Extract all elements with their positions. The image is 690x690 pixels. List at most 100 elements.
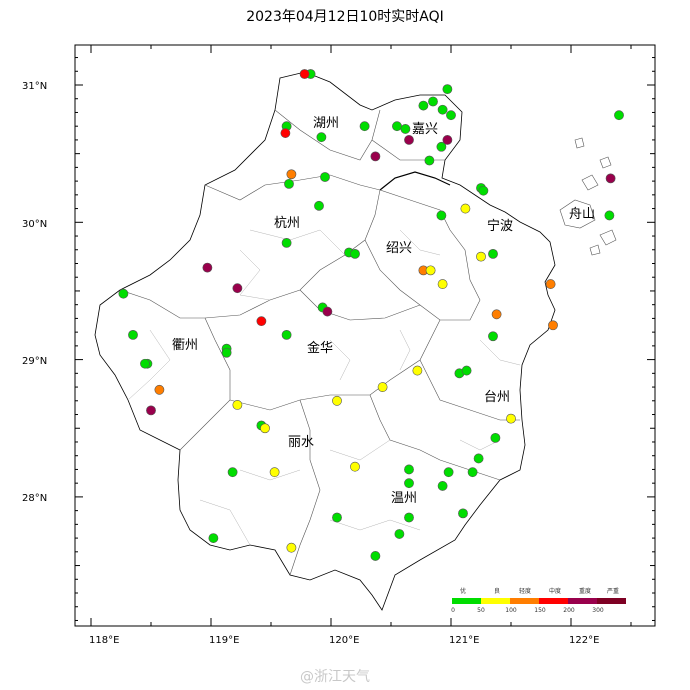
city-label-quzhou: 衢州 bbox=[172, 338, 198, 353]
station-marker bbox=[404, 135, 414, 145]
lon-labels: 118°E 119°E 120°E 121°E 122°E bbox=[89, 635, 599, 646]
station-marker bbox=[227, 467, 238, 478]
station-marker bbox=[370, 151, 381, 162]
station-marker bbox=[281, 329, 292, 340]
legend-cat-moderate: 中度 bbox=[549, 587, 561, 595]
city-label-huzhou: 湖州 bbox=[313, 116, 339, 131]
lon-label-122: 122°E bbox=[569, 635, 599, 646]
legend-swatch bbox=[597, 598, 626, 604]
station-marker bbox=[332, 395, 342, 406]
weibo-watermark: @浙江天气 bbox=[300, 669, 370, 685]
station-marker bbox=[437, 481, 448, 491]
station-marker bbox=[221, 347, 232, 358]
lon-label-120: 120°E bbox=[329, 635, 359, 646]
station-marker bbox=[394, 529, 405, 539]
legend-swatch bbox=[510, 598, 539, 604]
station-marker bbox=[118, 288, 129, 299]
hangzhou-bay-coast bbox=[379, 171, 451, 191]
station-marker bbox=[316, 132, 327, 143]
station-marker bbox=[604, 210, 615, 221]
station-marker bbox=[437, 104, 448, 115]
lon-label-119: 119°E bbox=[209, 635, 239, 646]
station-marker bbox=[490, 432, 501, 443]
province-boundaries bbox=[94, 71, 617, 611]
station-marker bbox=[476, 251, 486, 262]
station-marker bbox=[232, 283, 243, 294]
station-marker bbox=[350, 248, 360, 259]
station-marker bbox=[269, 467, 280, 478]
city-label-lishui: 丽水 bbox=[288, 435, 314, 450]
station-marker bbox=[284, 178, 294, 189]
map-title: 2023年04月12日10时实时AQI bbox=[246, 9, 444, 25]
station-marker bbox=[350, 461, 360, 472]
legend-cat-excellent: 优 bbox=[460, 587, 466, 595]
city-label-zhoushan: 舟山 bbox=[569, 207, 595, 222]
legend-threshold-150: 150 bbox=[534, 607, 546, 614]
station-marker bbox=[506, 413, 516, 424]
station-marker bbox=[436, 210, 447, 221]
station-marker bbox=[461, 365, 472, 376]
city-label-jinhua: 金华 bbox=[307, 340, 333, 356]
station-marker bbox=[232, 400, 243, 410]
station-marker bbox=[299, 69, 310, 79]
station-marker bbox=[491, 309, 502, 320]
station-marker bbox=[460, 203, 471, 214]
station-marker bbox=[400, 124, 411, 134]
station-marker bbox=[332, 512, 342, 523]
lat-label-30: 30°N bbox=[22, 219, 47, 230]
legend-swatch bbox=[539, 598, 568, 604]
station-marker bbox=[208, 533, 219, 543]
station-marker bbox=[442, 84, 453, 95]
legend-threshold-0: 0 bbox=[451, 607, 455, 614]
station-marker bbox=[146, 405, 156, 416]
legend-threshold-100: 100 bbox=[505, 607, 517, 614]
station-marker bbox=[322, 306, 333, 317]
city-label-taizhou: 台州 bbox=[484, 390, 510, 405]
station-marker bbox=[614, 110, 624, 121]
legend-color-bar bbox=[452, 598, 626, 604]
station-marker bbox=[128, 329, 138, 340]
station-marker bbox=[140, 358, 150, 369]
station-marker bbox=[545, 279, 556, 289]
station-marker bbox=[418, 100, 429, 111]
legend-cat-light: 轻度 bbox=[519, 587, 531, 595]
axis-ticks bbox=[75, 45, 655, 626]
station-marker bbox=[370, 551, 381, 561]
station-marker bbox=[280, 128, 291, 138]
lat-label-28: 28°N bbox=[22, 493, 47, 504]
station-marker bbox=[437, 279, 448, 289]
station-marker bbox=[286, 542, 297, 553]
station-marker bbox=[428, 96, 438, 107]
legend-swatch bbox=[481, 598, 510, 604]
city-label-shaoxing: 绍兴 bbox=[386, 241, 412, 256]
city-label-jiaxing: 嘉兴 bbox=[412, 122, 438, 137]
station-marker bbox=[286, 169, 297, 180]
station-marker bbox=[442, 135, 453, 145]
city-label-hangzhou: 杭州 bbox=[274, 216, 300, 231]
lat-label-29: 29°N bbox=[22, 356, 47, 367]
lon-label-118: 118°E bbox=[89, 635, 119, 646]
legend-swatch bbox=[568, 598, 597, 604]
station-marker bbox=[458, 508, 468, 519]
city-label-ningbo: 宁波 bbox=[487, 218, 513, 234]
lon-label-121: 121°E bbox=[449, 635, 479, 646]
station-marker bbox=[392, 121, 402, 132]
station-marker bbox=[605, 173, 616, 184]
station-marker bbox=[412, 365, 423, 376]
city-label-wenzhou: 温州 bbox=[391, 491, 417, 506]
legend-swatch bbox=[452, 598, 481, 604]
station-marker bbox=[359, 121, 370, 132]
county-boundaries bbox=[127, 229, 521, 546]
station-marker bbox=[320, 172, 330, 182]
station-marker bbox=[404, 464, 414, 475]
legend-cat-severe: 严重 bbox=[607, 587, 619, 595]
station-marker bbox=[281, 237, 292, 248]
station-marker bbox=[202, 262, 213, 273]
zhoushan-islands bbox=[559, 137, 617, 256]
station-markers bbox=[118, 69, 624, 561]
station-marker bbox=[404, 478, 414, 489]
legend-thresholds: 0 50 100 150 200 300 bbox=[451, 607, 604, 614]
station-marker bbox=[443, 467, 454, 478]
legend-threshold-300: 300 bbox=[592, 607, 604, 614]
